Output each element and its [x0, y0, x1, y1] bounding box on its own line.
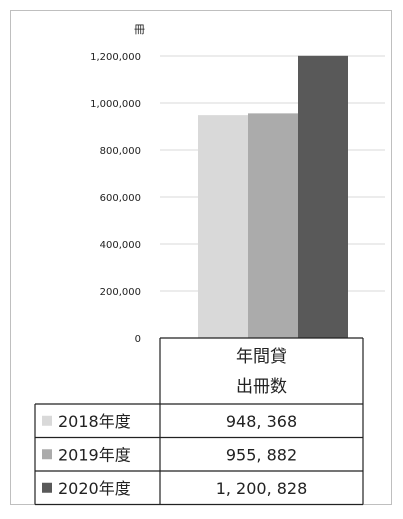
data-value-label: 1, 200, 828 [216, 479, 308, 498]
y-tick-label: 400,000 [100, 240, 141, 251]
legend-label: 2020年度 [58, 479, 131, 498]
legend-swatch [42, 449, 52, 460]
data-value-label: 948, 368 [226, 412, 297, 431]
y-tick-label: 1,200,000 [90, 52, 141, 63]
data-value-label: 955, 882 [226, 445, 297, 464]
y-tick-label: 200,000 [100, 287, 141, 298]
legend-label: 2019年度 [58, 445, 131, 464]
bar-2019年度 [248, 113, 298, 338]
legend-swatch [42, 415, 52, 426]
y-unit-label: 冊 [134, 23, 145, 36]
bar-2018年度 [198, 115, 248, 339]
y-tick-label: 0 [135, 334, 141, 345]
y-tick-label: 1,000,000 [90, 99, 141, 110]
legend-label: 2018年度 [58, 412, 131, 431]
y-tick-label: 600,000 [100, 193, 141, 204]
bar-2020年度 [298, 55, 348, 338]
legend-swatch [42, 482, 52, 493]
category-label: 出冊数 [236, 377, 287, 397]
category-label: 年間貸 [236, 347, 287, 367]
y-tick-label: 800,000 [100, 146, 141, 157]
